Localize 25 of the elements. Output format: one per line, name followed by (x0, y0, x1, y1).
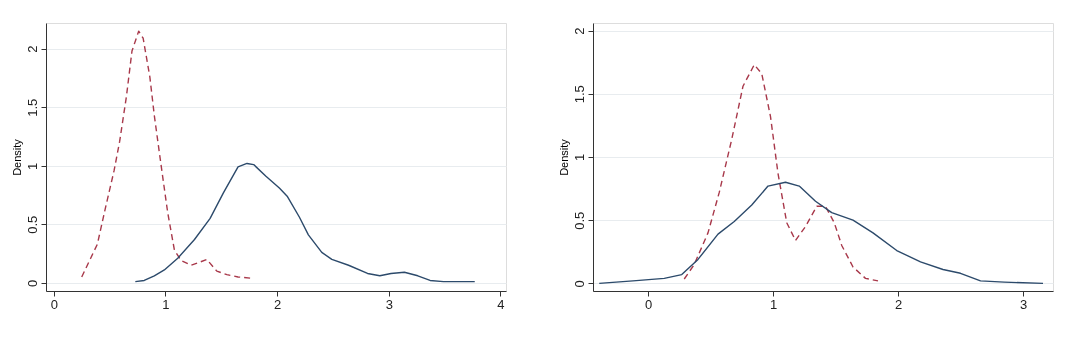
y-tick-label: 2 (571, 27, 587, 35)
x-tick-label: 1 (769, 296, 778, 312)
x-tick-label: 2 (274, 296, 282, 312)
y-tick-label: 2 (24, 45, 40, 53)
y-tick-label: 1 (24, 162, 40, 170)
y-tick-label: 1.5 (24, 98, 40, 117)
y-tick-label: 0.5 (24, 215, 40, 234)
y-tick-label: 0 (571, 280, 587, 288)
y-tick-label: 1.5 (571, 85, 587, 104)
y-tick-label: 0 (24, 279, 40, 287)
x-tick-label: 3 (1019, 296, 1028, 312)
line-series (81, 30, 252, 279)
line-series (134, 162, 476, 283)
line-series (598, 181, 1044, 285)
x-tick-label: 1 (162, 296, 170, 312)
x-tick-label: 0 (50, 296, 58, 312)
x-tick-label: 4 (497, 296, 505, 312)
y-tick-label: 1 (571, 153, 587, 162)
y-tick-label: 0.5 (571, 211, 587, 230)
y-axis-title: Density (10, 138, 23, 176)
y-axis-title: Density (557, 138, 570, 176)
x-tick-label: 2 (894, 296, 903, 312)
x-tick-label: 0 (644, 296, 653, 312)
x-tick-label: 3 (385, 296, 393, 312)
line-series (683, 64, 879, 282)
